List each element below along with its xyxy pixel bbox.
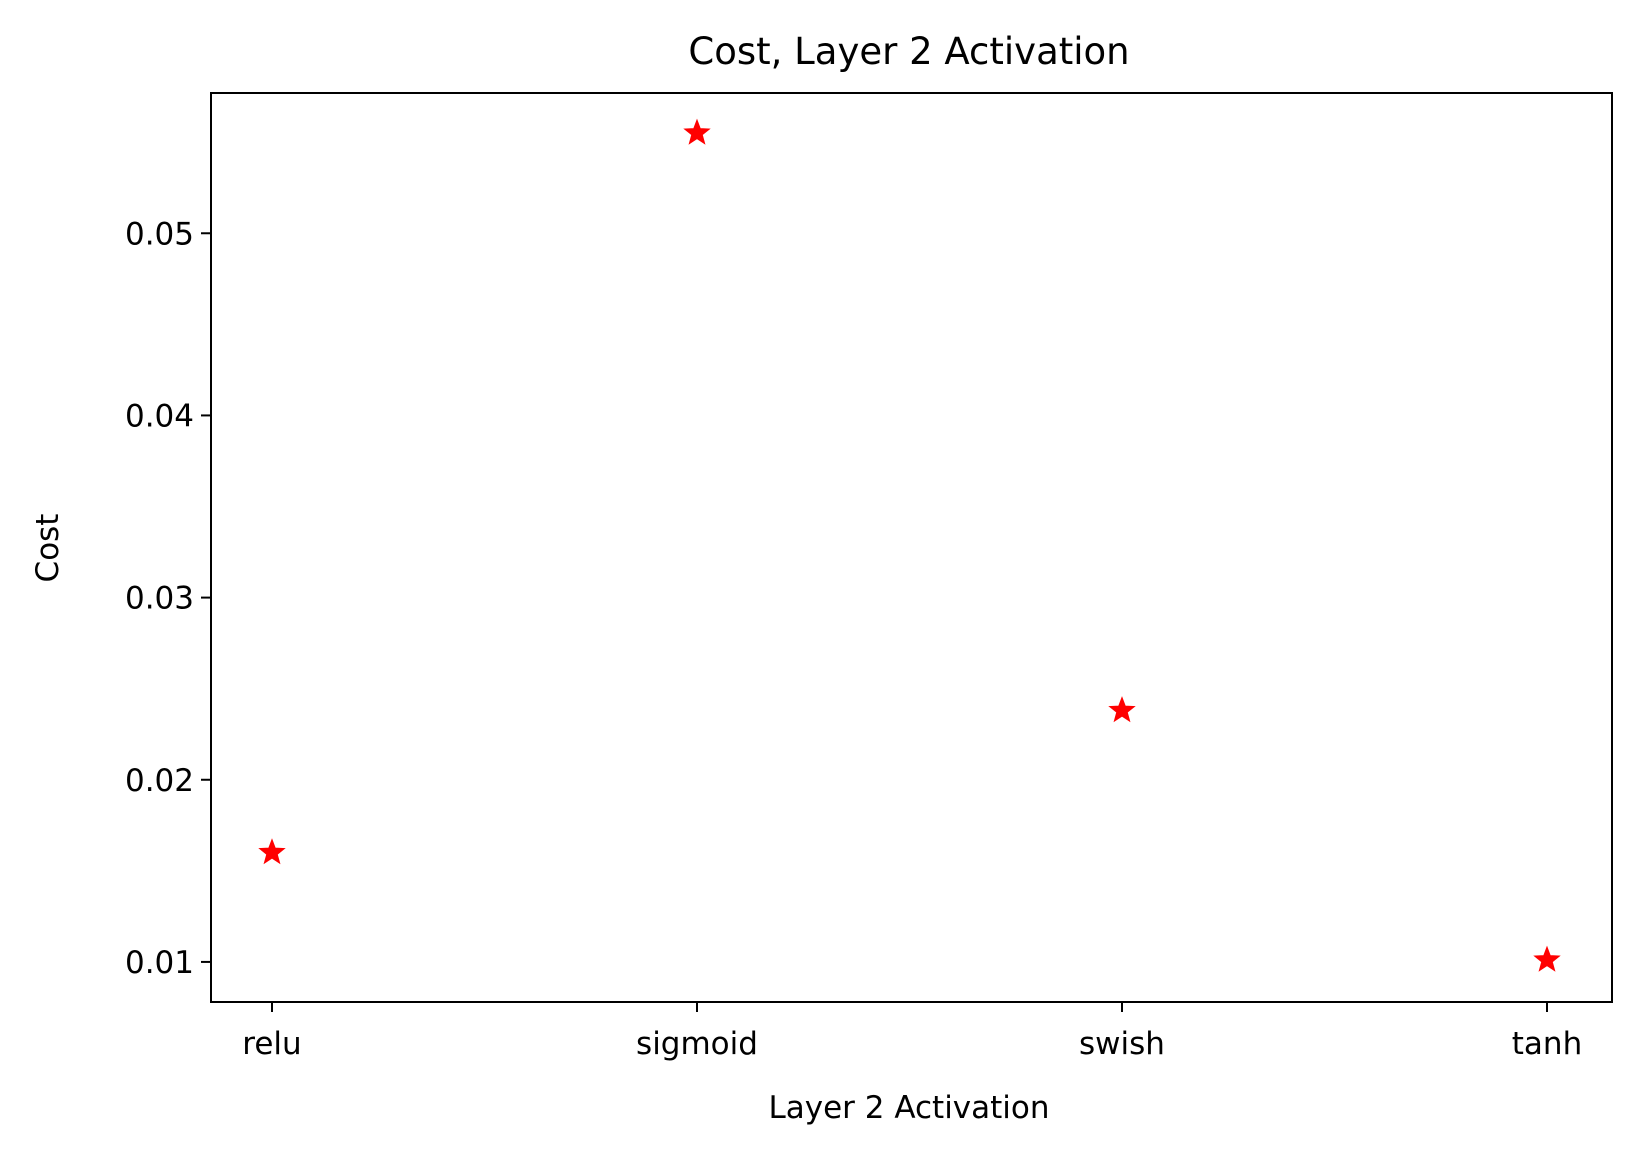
y-tick-label: 0.03: [125, 581, 194, 617]
x-axis-label: Layer 2 Activation: [768, 1090, 1049, 1126]
data-point-star: [1108, 696, 1136, 723]
data-points: [258, 118, 1561, 972]
data-point-star: [1533, 945, 1561, 972]
plot-area: 0.01 0.02 0.03 0.04 0.05 relu sigmoid swish tan…: [125, 92, 1613, 1062]
chart-title: Cost, Layer 2 Activation: [688, 30, 1129, 73]
x-tick-label: sigmoid: [636, 1026, 758, 1062]
data-point-star: [258, 838, 286, 865]
y-tick-label: 0.05: [125, 216, 194, 252]
x-tick-label: swish: [1079, 1026, 1165, 1062]
y-tick-label: 0.01: [125, 945, 194, 981]
x-tick-label: relu: [242, 1026, 301, 1062]
y-axis-label: Cost: [30, 514, 66, 583]
y-tick-label: 0.04: [125, 398, 194, 434]
x-tick-label: tanh: [1512, 1026, 1582, 1062]
x-axis-ticks: relu sigmoid swish tanh: [242, 1002, 1582, 1062]
y-tick-label: 0.02: [125, 763, 194, 799]
data-point-star: [683, 118, 711, 145]
y-axis-ticks: 0.01 0.02 0.03 0.04 0.05: [125, 216, 211, 981]
plot-frame: [210, 92, 1613, 1003]
